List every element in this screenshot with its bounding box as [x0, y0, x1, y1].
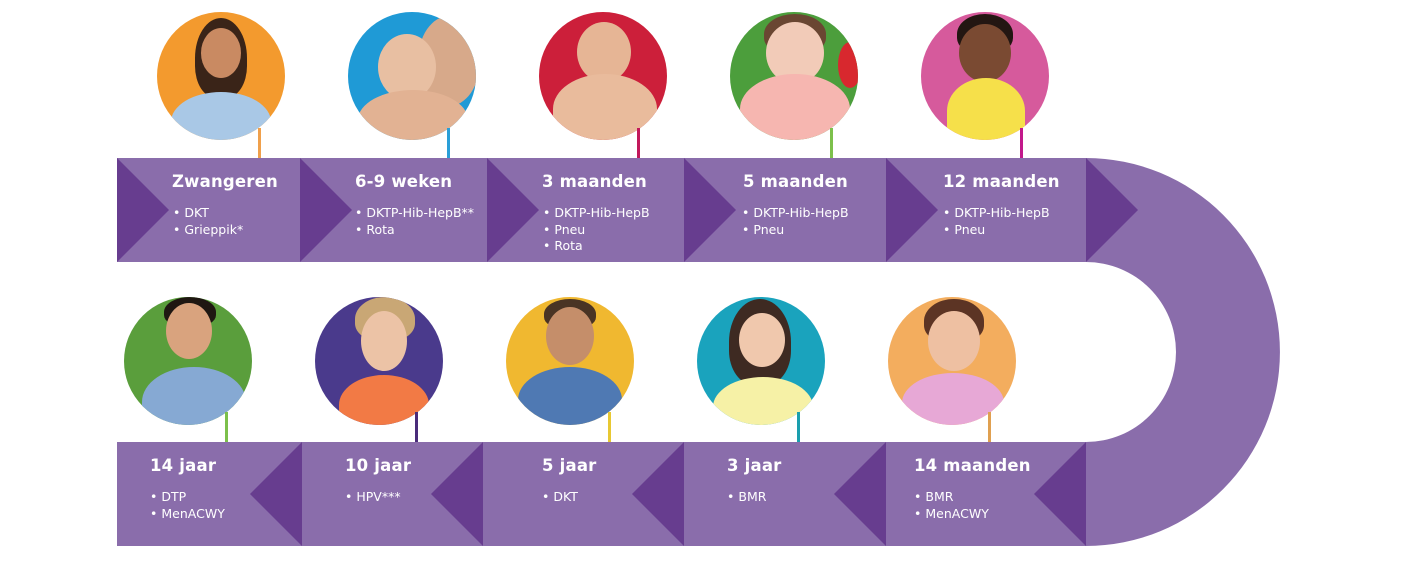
portrait-baby-12-months: [921, 12, 1049, 140]
arrow-right-icon: [300, 158, 352, 262]
vaccine-list: BMR MenACWY: [914, 489, 989, 523]
stage-title: 12 maanden: [943, 172, 1060, 191]
vaccine-item: Pneu: [543, 222, 650, 239]
vaccine-item: BMR: [914, 489, 989, 506]
vaccine-item: Pneu: [943, 222, 1050, 239]
vaccine-item: Pneu: [742, 222, 849, 239]
stage-title: 5 maanden: [743, 172, 848, 191]
vaccine-item: DKT: [542, 489, 578, 506]
connector-line: [797, 412, 800, 442]
vaccine-item: Rota: [543, 238, 650, 255]
portrait-child-5: [506, 297, 634, 425]
stage-title: 14 maanden: [914, 456, 1031, 475]
arrow-left-icon: [834, 442, 886, 546]
arrow-right-icon: [684, 158, 736, 262]
connector-line: [637, 128, 640, 158]
vaccine-item: BMR: [727, 489, 766, 506]
vaccine-list: HPV***: [345, 489, 400, 506]
portrait-child-10: [315, 297, 443, 425]
portrait-newborn-with-parent: [348, 12, 476, 140]
vaccine-list: DKT Grieppik*: [173, 205, 243, 238]
connector-line: [608, 412, 611, 442]
vaccine-list: DKTP-Hib-HepB Pneu Rota: [543, 205, 650, 255]
vaccine-list: DKT: [542, 489, 578, 506]
connector-line: [258, 128, 261, 158]
vaccine-item: Grieppik*: [173, 222, 243, 239]
vaccine-list: DKTP-Hib-HepB Pneu: [742, 205, 849, 239]
vaccine-item: DKT: [173, 205, 243, 222]
arrow-right-icon: [487, 158, 539, 262]
vaccine-list: DKTP-Hib-HepB** Rota: [355, 205, 474, 238]
arrow-right-icon: [886, 158, 938, 262]
arrow-right-icon: [117, 158, 169, 262]
arrow-right-icon: [1086, 158, 1138, 262]
connector-line: [988, 412, 991, 442]
portrait-pregnant-woman: [157, 12, 285, 140]
stage-title: 10 jaar: [345, 456, 412, 475]
stage-title: 5 jaar: [542, 456, 597, 475]
vaccine-item: DKTP-Hib-HepB: [943, 205, 1049, 222]
connector-line: [225, 412, 228, 442]
vaccine-item: Rota: [355, 222, 474, 239]
stage-title: 6-9 weken: [355, 172, 453, 191]
vaccine-list: DTP MenACWY: [150, 489, 225, 523]
stage-title: Zwangeren: [172, 172, 278, 191]
vaccine-item: MenACWY: [150, 506, 224, 523]
connector-line: [415, 412, 418, 442]
u-turn-curve: [1086, 158, 1280, 546]
connector-line: [447, 128, 450, 158]
arrow-left-icon: [632, 442, 684, 546]
stage-title: 3 maanden: [542, 172, 647, 191]
stage-title: 14 jaar: [150, 456, 217, 475]
connector-line: [1020, 128, 1023, 158]
vaccine-item: DTP: [150, 489, 225, 506]
portrait-baby-3-months: [539, 12, 667, 140]
vaccine-item: MenACWY: [914, 506, 988, 523]
arrow-left-icon: [250, 442, 302, 546]
stage-title: 3 jaar: [727, 456, 782, 475]
vaccine-item: DKTP-Hib-HepB**: [355, 205, 474, 222]
portrait-baby-5-months: [730, 12, 858, 140]
arrow-left-icon: [431, 442, 483, 546]
vaccine-list: BMR: [727, 489, 766, 506]
vaccine-item: DKTP-Hib-HepB: [543, 205, 649, 222]
portrait-teenager-14: [124, 297, 252, 425]
portrait-toddler-14-months: [888, 297, 1016, 425]
connector-line: [830, 128, 833, 158]
vaccine-list: DKTP-Hib-HepB Pneu: [943, 205, 1050, 239]
vaccine-item: HPV***: [345, 489, 400, 506]
arrow-left-icon: [1034, 442, 1086, 546]
portrait-child-3: [697, 297, 825, 425]
vaccine-item: DKTP-Hib-HepB: [742, 205, 848, 222]
